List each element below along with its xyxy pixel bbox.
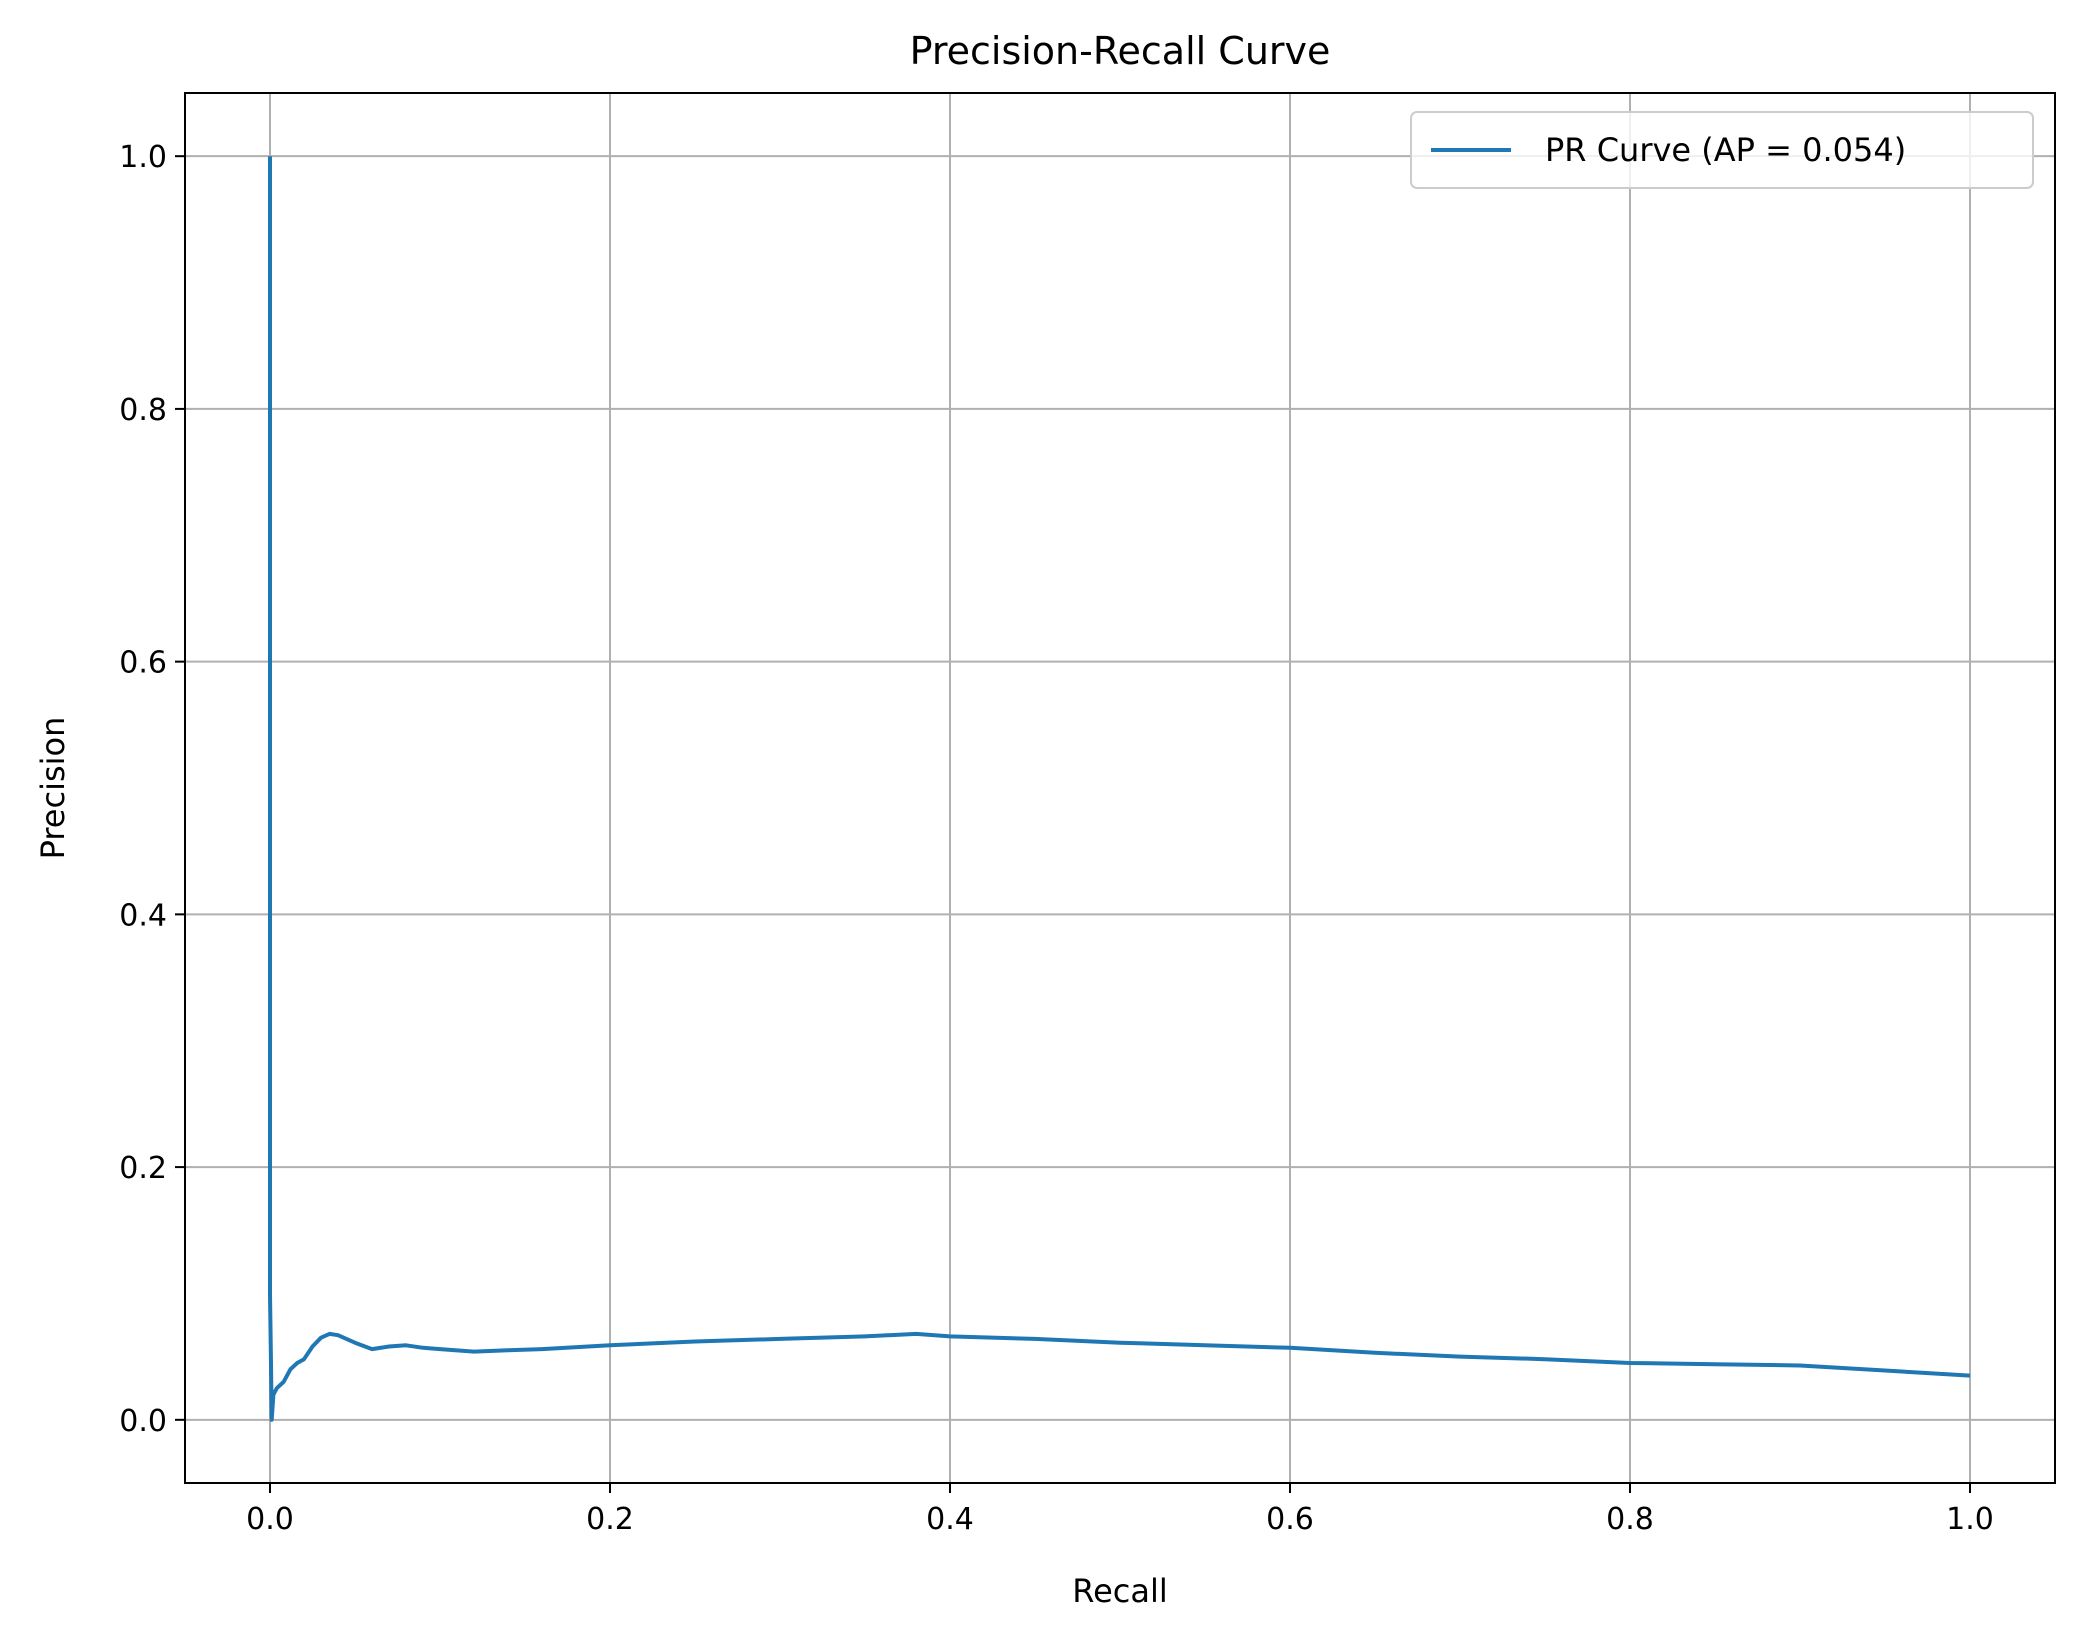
pr-curve-line	[268, 156, 1971, 1422]
y-tick-label: 0.8	[119, 393, 167, 428]
legend-box	[1410, 111, 2034, 189]
y-tick-label: 1.0	[119, 140, 167, 175]
x-tick-label: 0.0	[246, 1502, 294, 1537]
x-tick-label: 1.0	[1946, 1502, 1994, 1537]
x-tick-label: 0.2	[586, 1502, 634, 1537]
y-tick-label: 0.0	[119, 1404, 167, 1439]
axis-ticks: 0.0 0.2 0.4 0.6 0.8 1.0 0.0 0.2 0.4 0.6 0.8 1.0	[119, 140, 1994, 1537]
y-axis-label: Precision	[34, 717, 72, 860]
y-tick-label: 0.2	[119, 1151, 167, 1186]
chart-title: Precision-Recall Curve	[910, 29, 1331, 73]
plot-area-frame	[184, 92, 2056, 1484]
y-tick-label: 0.4	[119, 898, 167, 933]
legend-label: PR Curve (AP = 0.054)	[1545, 131, 1906, 169]
x-axis-label: Recall	[1072, 1572, 1167, 1610]
series-layer	[268, 156, 1971, 1422]
grid-lines	[185, 93, 2055, 1483]
x-tick-label: 0.8	[1606, 1502, 1654, 1537]
legend: PR Curve (AP = 0.054)	[1410, 111, 2034, 189]
y-tick-label: 0.6	[119, 646, 167, 681]
x-tick-label: 0.4	[926, 1502, 974, 1537]
x-tick-label: 0.6	[1266, 1502, 1314, 1537]
